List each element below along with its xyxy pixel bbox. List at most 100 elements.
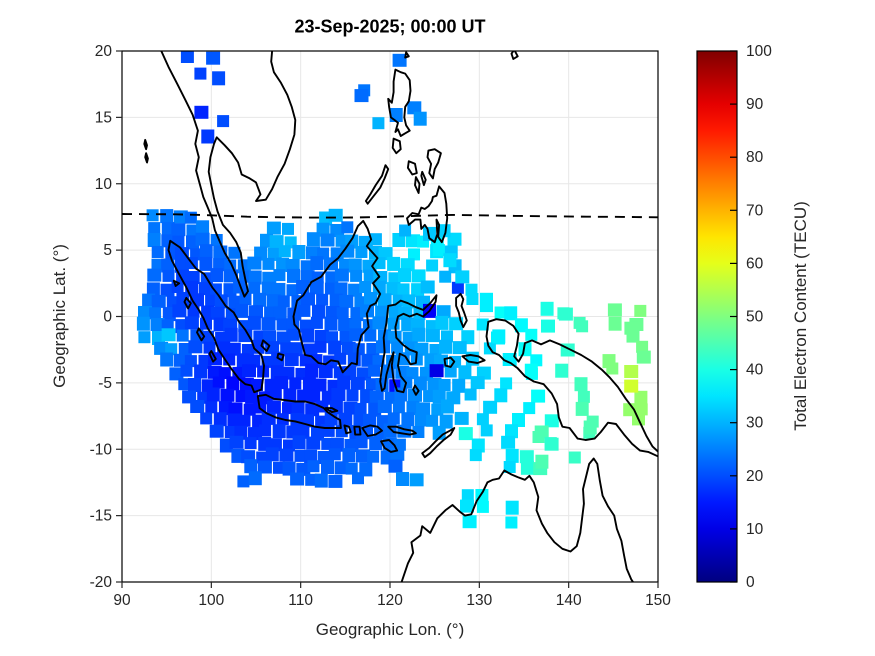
tec-patch [247,256,262,270]
chart-title: 23-Sep-2025; 00:00 UT [294,16,486,37]
tec-patch [287,268,300,283]
tec-patch [439,414,453,429]
tec-patch [269,235,284,249]
tec-patch [251,379,263,391]
tec-patch [285,259,300,272]
tec-patch [408,248,420,261]
tec-patch [184,355,197,368]
tec-patch [154,341,169,355]
tec-patch [458,365,472,380]
tec-patch [455,270,470,284]
x-tick-label: 140 [556,592,582,609]
tec-patch [180,364,193,377]
tec-patch [328,448,341,461]
tec-patch [277,295,290,308]
tec-patch [187,305,200,318]
tec-patch [401,412,415,427]
tec-patch [289,342,303,357]
tec-patch [447,232,462,246]
tec-patch [190,400,205,413]
tec-patch [423,226,436,241]
tec-patch [387,412,400,425]
coastlines [143,51,658,582]
tec-patch [352,472,364,485]
tec-patch [161,328,176,342]
tec-patch [338,318,353,331]
magnetic-equator-line [122,213,658,219]
tec-patch [436,305,451,319]
tec-patch [243,403,256,416]
colorbar-tick-label: 60 [746,255,764,272]
tec-patch [346,389,359,402]
tec-patch [321,437,334,450]
coastline-samar-leyte [426,148,442,180]
tec-patch [501,435,516,449]
tec-patch [363,413,376,428]
tec-patch [518,342,532,357]
tec-patch [439,339,453,354]
tec-patch [369,233,382,246]
x-axis-label: Geographic Lon. (°) [315,620,465,639]
tec-patch [330,437,344,452]
tec-patch [393,438,406,451]
tec-patch [429,364,444,378]
tec-patch [161,258,175,273]
coastline-madura [324,407,339,414]
tec-patch [292,435,306,450]
tec-patch [312,304,325,319]
tec-patch [248,471,262,486]
tec-patch [235,303,249,318]
tec-patch [334,282,348,297]
tec-patch [291,401,305,416]
tec-patch [160,209,174,224]
tec-patch [372,280,386,295]
coastline-flores [387,425,417,436]
tec-patch [426,414,439,427]
tec-patch [266,221,281,235]
tec-patch [441,330,453,343]
tec-patch [407,101,422,115]
tec-patch [397,283,410,296]
tec-patch [411,269,426,283]
tec-patch [325,306,340,319]
tec-patch [470,376,485,390]
tec-patch [273,306,287,321]
tec-patch [608,316,622,331]
colorbar-tick-label: 70 [746,202,764,219]
tec-patch [439,270,452,283]
y-tick-label: 20 [95,43,113,60]
coastline-simeulue [172,279,181,287]
x-tick-label: 100 [198,592,224,609]
tec-patch [568,451,581,464]
tec-patch [297,389,312,403]
tec-patch [426,259,439,272]
tec-patch [280,342,293,355]
tec-patch [476,318,489,331]
tec-patch [362,259,377,273]
tec-patch [443,253,457,268]
coastline-bangka [260,339,271,352]
tec-patch [174,247,189,261]
tec-patch [634,390,648,405]
tec-patch [184,316,199,330]
x-tick-label: 150 [645,592,671,609]
tec-patch [460,499,474,513]
tec-patch [266,400,281,414]
tec-patch [301,292,315,306]
tec-patch [432,244,445,257]
tec-patch [343,401,358,415]
tec-patch [494,388,508,403]
tec-patch [272,424,286,439]
tec-patch [364,329,377,342]
tec-patch [218,367,231,380]
tec-patch [265,447,279,462]
tec-patch [244,437,257,450]
tec-patch [282,402,294,415]
tec-patch [180,51,194,63]
tec-patch [392,401,405,414]
tec-patch [306,436,321,450]
tec-patch [452,341,467,355]
colorbar-tick-label: 50 [746,309,764,326]
tec-patch [276,331,291,345]
